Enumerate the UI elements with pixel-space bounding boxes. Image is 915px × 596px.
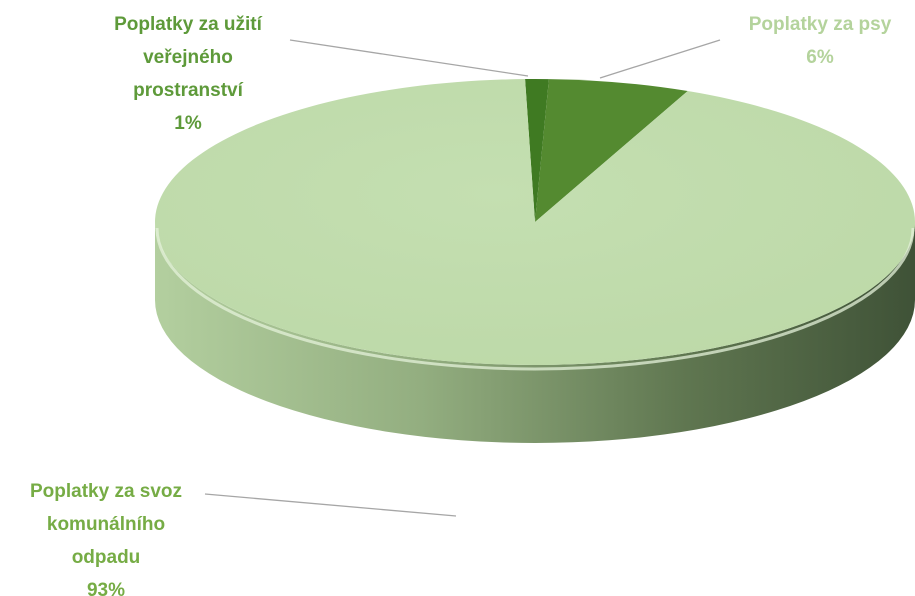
pie-slice-3: [155, 79, 915, 365]
pie-side-wall: [155, 222, 915, 443]
pie-body: [155, 79, 915, 443]
leader-line-3: [204, 493, 457, 517]
data-label-text: prostranství: [133, 80, 244, 101]
data-label-text: Poplatky za svoz: [30, 481, 182, 502]
data-label-text: komunálního: [47, 514, 165, 535]
pie-slice-1: [525, 79, 549, 222]
data-label-percent: 1%: [174, 113, 202, 134]
data-label-text: odpadu: [72, 547, 141, 568]
data-label-percent: 6%: [806, 47, 834, 68]
data-label-percent: 93%: [87, 580, 125, 596]
data-label-2: Poplatky za psy 6%: [749, 14, 892, 68]
data-label-1: Poplatky za užití veřejného prostranství 1%: [114, 14, 263, 134]
leader-line-2: [599, 39, 721, 79]
pie-rim-highlight: [155, 227, 915, 371]
data-label-text: veřejného: [143, 47, 233, 68]
leader-lines: [204, 39, 721, 517]
data-labels: Poplatky za užití veřejného prostranství 1%…: [30, 14, 892, 596]
leader-line-1: [289, 39, 529, 77]
pie-slice-2: [535, 79, 688, 222]
data-label-text: Poplatky za užití: [114, 14, 263, 35]
data-label-3: Poplatky za svoz komunálního odpadu 93%: [30, 481, 182, 596]
data-label-text: Poplatky za psy: [749, 14, 892, 35]
